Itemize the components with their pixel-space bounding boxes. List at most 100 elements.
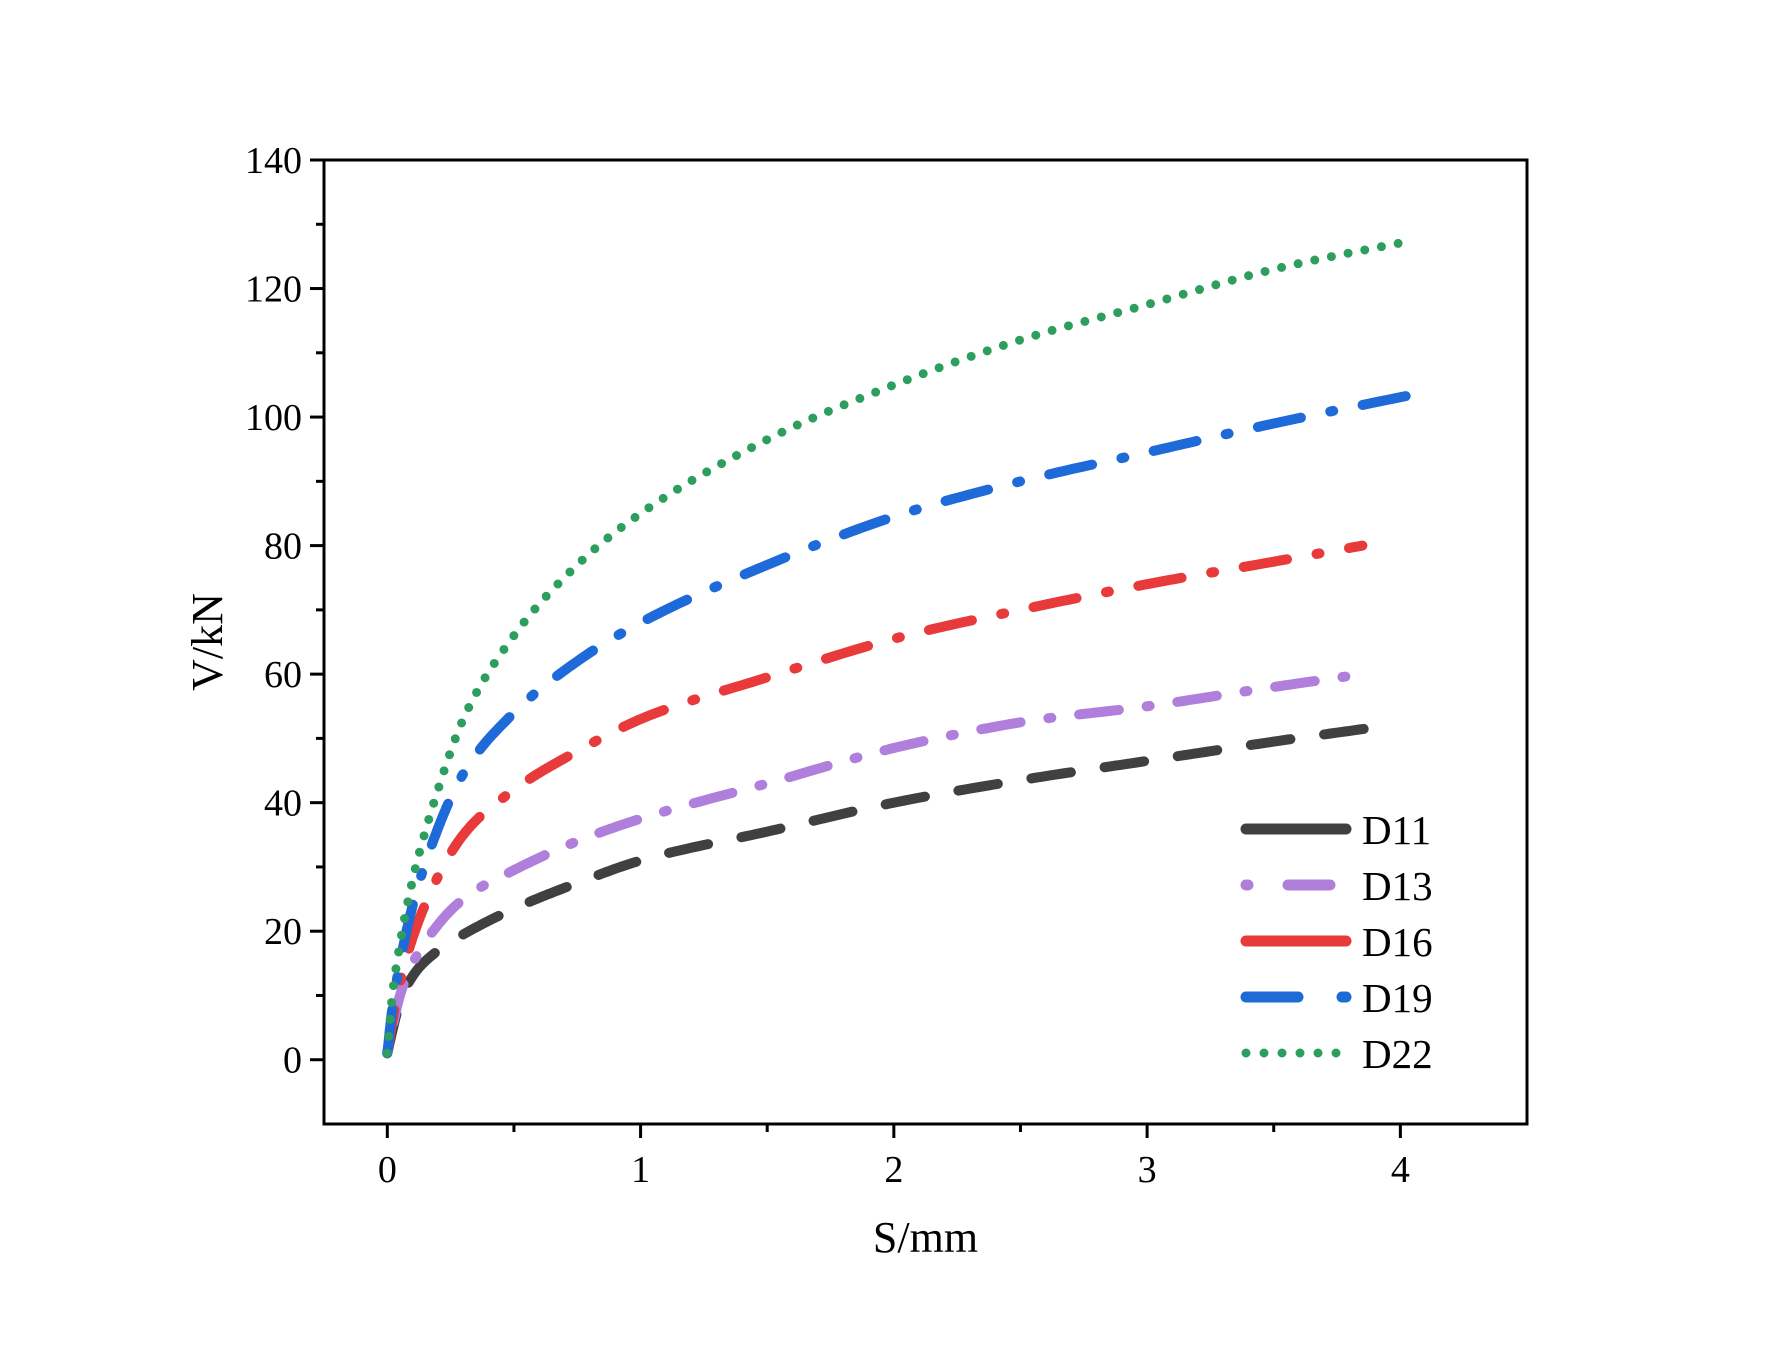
data-point bbox=[767, 564, 768, 565]
data-point bbox=[1273, 561, 1274, 562]
legend-item-d22: D22 bbox=[1241, 1031, 1433, 1077]
data-point bbox=[893, 638, 894, 639]
data-point bbox=[1412, 394, 1413, 395]
data-point bbox=[1020, 339, 1021, 340]
data-point bbox=[640, 860, 641, 861]
data-point bbox=[1387, 725, 1388, 726]
data-point bbox=[392, 1008, 393, 1009]
data-point bbox=[1147, 706, 1148, 707]
data-point bbox=[399, 944, 400, 945]
data-point bbox=[1147, 452, 1148, 453]
series-d16 bbox=[382, 540, 1368, 1059]
x-axis-title: S/mm bbox=[873, 1213, 978, 1262]
x-tick-label: 0 bbox=[378, 1149, 397, 1191]
data-point bbox=[463, 834, 464, 835]
data-point bbox=[412, 963, 413, 964]
y-axis-title: V/kN bbox=[183, 593, 232, 691]
data-point bbox=[1147, 304, 1148, 305]
y-tick-label: 140 bbox=[245, 140, 302, 182]
legend-label: D19 bbox=[1362, 975, 1433, 1021]
data-point bbox=[1147, 584, 1148, 585]
series-d11 bbox=[382, 720, 1393, 1059]
legend-item-d19: D19 bbox=[1240, 975, 1433, 1021]
data-point bbox=[640, 719, 641, 720]
series-line-d11 bbox=[382, 720, 1393, 1059]
y-tick-label: 40 bbox=[264, 783, 302, 825]
data-point bbox=[399, 995, 400, 996]
series-d19 bbox=[382, 389, 1418, 1059]
data-point bbox=[767, 783, 768, 784]
data-point bbox=[387, 1053, 388, 1054]
data-point bbox=[767, 439, 768, 440]
y-tick-label: 60 bbox=[264, 654, 302, 696]
data-point bbox=[1412, 240, 1413, 241]
data-point bbox=[1273, 423, 1274, 424]
y-tick-label: 0 bbox=[283, 1040, 302, 1082]
legend-item-d13: D13 bbox=[1240, 863, 1433, 909]
data-point bbox=[640, 818, 641, 819]
data-point bbox=[1020, 722, 1021, 723]
data-point bbox=[1147, 760, 1148, 761]
data-point bbox=[1362, 674, 1363, 675]
x-tick-label: 4 bbox=[1391, 1149, 1410, 1191]
data-point bbox=[513, 908, 514, 909]
data-point bbox=[577, 661, 578, 662]
legend-label: D13 bbox=[1362, 863, 1433, 909]
data-point bbox=[513, 712, 514, 713]
data-point bbox=[893, 747, 894, 748]
data-point bbox=[640, 513, 641, 514]
data-point bbox=[1273, 686, 1274, 687]
data-point bbox=[513, 789, 514, 790]
x-tick-label: 2 bbox=[884, 1149, 903, 1191]
data-point bbox=[893, 384, 894, 385]
series-line-d22 bbox=[382, 235, 1418, 1058]
legend-item-d11: D11 bbox=[1240, 807, 1431, 853]
series-d22 bbox=[382, 235, 1418, 1058]
series-layer bbox=[382, 235, 1418, 1059]
series-line-d13 bbox=[382, 669, 1368, 1059]
data-point bbox=[640, 622, 641, 623]
data-point bbox=[463, 934, 464, 935]
data-point bbox=[463, 899, 464, 900]
data-point bbox=[437, 828, 438, 829]
data-point bbox=[412, 905, 413, 906]
series-d13 bbox=[382, 669, 1368, 1059]
data-point bbox=[437, 924, 438, 925]
data-point bbox=[513, 870, 514, 871]
data-point bbox=[1362, 545, 1363, 546]
data-point bbox=[893, 802, 894, 803]
y-tick-label: 20 bbox=[264, 911, 302, 953]
data-point bbox=[399, 963, 400, 964]
y-tick-label: 80 bbox=[264, 526, 302, 568]
legend-item-d16: D16 bbox=[1240, 919, 1433, 965]
data-point bbox=[767, 677, 768, 678]
y-tick-label: 100 bbox=[245, 397, 302, 439]
data-point bbox=[412, 976, 413, 977]
data-point bbox=[893, 516, 894, 517]
x-tick-label: 1 bbox=[631, 1149, 650, 1191]
data-point bbox=[437, 789, 438, 790]
data-point bbox=[412, 879, 413, 880]
data-point bbox=[1273, 269, 1274, 270]
data-point bbox=[463, 719, 464, 720]
data-point bbox=[577, 564, 578, 565]
data-point bbox=[577, 751, 578, 752]
x-tick-label: 3 bbox=[1138, 1149, 1157, 1191]
legend-label: D22 bbox=[1362, 1031, 1433, 1077]
data-point bbox=[513, 635, 514, 636]
plot-frame bbox=[322, 158, 1529, 1126]
data-point bbox=[437, 876, 438, 877]
data-point bbox=[577, 841, 578, 842]
series-line-d19 bbox=[382, 389, 1418, 1059]
y-tick-label: 120 bbox=[245, 269, 302, 311]
data-point bbox=[577, 882, 578, 883]
data-point bbox=[767, 831, 768, 832]
data-point bbox=[1020, 780, 1021, 781]
data-point bbox=[1020, 481, 1021, 482]
data-point bbox=[463, 773, 464, 774]
data-point bbox=[392, 995, 393, 996]
data-point bbox=[437, 950, 438, 951]
